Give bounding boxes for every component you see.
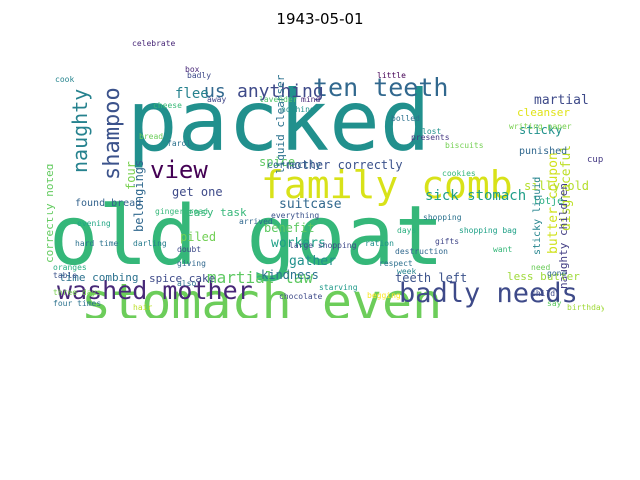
cloud-word: spice cake [149, 272, 215, 285]
cloud-word: bread [139, 132, 163, 141]
cloud-word: want [493, 245, 512, 254]
cloud-word: little [377, 71, 406, 80]
cloud-word: get one [172, 185, 223, 199]
cloud-word: farol [167, 139, 191, 148]
cloud-word: box [185, 65, 200, 74]
cloud-word: ration [365, 239, 394, 248]
cloud-word: silly old [524, 179, 589, 193]
cloud-word: washed mother [57, 276, 253, 305]
cloud-word: family comb [261, 163, 513, 207]
cloud-word: cook [55, 75, 74, 84]
cloud-word: spice [259, 155, 295, 169]
cloud-word: respect [379, 259, 413, 268]
cloud-word: cleanser [517, 106, 570, 119]
cloud-word: gone [547, 269, 566, 278]
cloud-word: four [124, 161, 138, 190]
cloud-word: biscuits [445, 141, 484, 150]
cloud-word: darling [133, 239, 167, 248]
cloud-word: correctly noted [47, 164, 56, 263]
chart-title: 1943-05-01 [276, 10, 364, 28]
cloud-word: belongings [132, 160, 146, 232]
cloud-word: lotje [533, 196, 563, 207]
cloud-word: piled [180, 230, 216, 244]
cloud-word: birthday [567, 303, 604, 312]
cloud-word: sick stomach [425, 188, 526, 204]
cloud-word: evening [77, 219, 111, 228]
cloud-word: arrived [239, 217, 273, 226]
cloud-word: days [397, 226, 416, 235]
cloud-word: us [204, 81, 226, 102]
cloud-word: martial law [207, 268, 313, 287]
cloud-word: martial [534, 93, 589, 108]
cloud-word: lavender [259, 95, 298, 104]
cloud-word: old goat [49, 189, 444, 284]
cloud-word: mind [301, 95, 320, 104]
cloud-word: lost [422, 127, 441, 136]
cloud-word: butter coupon [546, 152, 561, 254]
cloud-word: found bread [75, 198, 141, 209]
cloud-word: writing paper [509, 122, 572, 131]
cloud-word: doubt [177, 245, 201, 254]
cloud-word: view [150, 156, 208, 184]
cloud-word: punished [519, 146, 567, 157]
cloud-word: large shopping [289, 241, 357, 250]
cloud-word: shopping [423, 213, 462, 222]
cloud-word: cheese [153, 101, 182, 110]
cloud-word: starving [319, 283, 358, 292]
cloud-word: cookies [442, 169, 476, 178]
cloud-word: naughty children [557, 183, 570, 289]
cloud-word: workers [271, 236, 326, 251]
cloud-word: naughty [68, 89, 92, 173]
cloud-word: shampoo [100, 87, 125, 180]
cloud-word: badly [187, 71, 211, 80]
cloud-word: celebrate [132, 39, 176, 48]
cloud-word: sticky [519, 123, 562, 137]
cloud-word: four times [53, 299, 101, 308]
cloud-word: time combing [59, 271, 138, 284]
cloud-word: mother correctly [287, 158, 403, 172]
cloud-word: chocolate [279, 292, 323, 301]
cloud-word: liquid cleanser [274, 74, 287, 174]
cloud-word: anything [237, 81, 324, 102]
cloud-word: away [207, 95, 226, 104]
cloud-word: table [53, 271, 77, 280]
cloud-word: benefit [264, 221, 315, 235]
cloud-word: badly needs [399, 278, 578, 309]
cloud-word: gingerbread [155, 207, 208, 216]
cloud-word: bolled [391, 114, 420, 123]
cloud-word: stomach even [81, 273, 442, 318]
cloud-word: sticky liquid [532, 177, 543, 255]
cloud-word: presents [411, 133, 450, 142]
cloud-word: gather [289, 254, 336, 269]
cloud-word: child [531, 289, 555, 298]
cloud-word: destruction [395, 247, 448, 256]
cloud-word: suitcase [279, 197, 342, 212]
cloud-word: packed [127, 72, 430, 170]
cloud-word: nothing [281, 105, 315, 114]
cloud-word: easy task [187, 206, 247, 219]
cloud-word: three days [53, 288, 101, 297]
cloud-word: shopping bag [459, 226, 517, 235]
cloud-word: cupboard [587, 155, 604, 165]
cloud-word: oranges [53, 263, 87, 272]
cloud-word: say [547, 299, 562, 308]
cloud-word: less butter [507, 270, 580, 283]
cloud-word: week [397, 267, 416, 276]
cloud-word: correctly [267, 160, 321, 171]
cloud-word: hair [133, 303, 152, 312]
cloud-word: also [177, 279, 196, 288]
cloud-word: flee [175, 86, 209, 102]
cloud-word: giving [177, 259, 206, 268]
cloud-word: need [531, 263, 550, 272]
cloud-word: ten teeth [313, 73, 448, 102]
cloud-word: disgraceful [559, 145, 574, 231]
cloud-word: begging [367, 291, 401, 300]
cloud-word: kindness [261, 268, 319, 282]
cloud-word: gifts [435, 237, 459, 246]
cloud-word: everything [271, 211, 319, 220]
cloud-word: teeth left [395, 271, 467, 285]
cloud-word: hard time [75, 239, 119, 248]
